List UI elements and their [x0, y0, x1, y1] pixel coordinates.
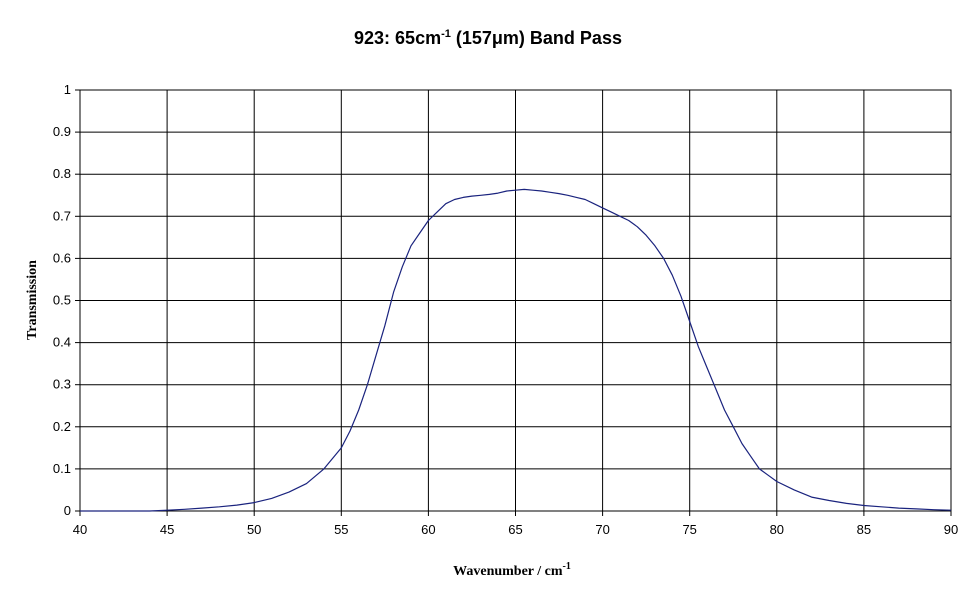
y-tick-label: 0.8	[53, 166, 71, 181]
x-tick-label: 80	[770, 522, 784, 537]
x-tick-label: 90	[944, 522, 958, 537]
chart-title-suffix: m) Band Pass	[503, 28, 622, 48]
y-axis-title: Transmission	[25, 260, 40, 340]
chart-title-mu: μ	[492, 28, 503, 48]
chart-title-sup: -1	[441, 28, 451, 40]
y-tick-label: 1	[64, 82, 71, 97]
y-tick-label: 0.9	[53, 124, 71, 139]
y-tick-label: 0.4	[53, 335, 71, 350]
x-tick-label: 55	[334, 522, 348, 537]
x-tick-label: 40	[73, 522, 87, 537]
y-tick-label: 0.2	[53, 419, 71, 434]
x-tick-label: 65	[508, 522, 522, 537]
chart-title: 923: 65cm-1 (157μm) Band Pass	[354, 28, 622, 48]
x-axis-title-text: Wavenumber / cm	[453, 564, 563, 579]
x-tick-label: 85	[857, 522, 871, 537]
x-tick-label: 50	[247, 522, 261, 537]
chart-title-middle: (157	[451, 28, 492, 48]
x-tick-label: 75	[682, 522, 696, 537]
plot-area-frame	[79, 89, 952, 512]
transmission-line	[80, 188, 952, 512]
x-tick-labels: 40 45 50 55 60 65 70 75 80 85 90	[73, 522, 958, 537]
x-axis-title-sup: -1	[563, 561, 571, 572]
x-axis-title: Wavenumber / cm-1	[453, 561, 571, 579]
y-tick-label: 0.3	[53, 377, 71, 392]
series-group	[80, 188, 952, 512]
y-tick-label: 0.1	[53, 461, 71, 476]
y-tick-labels: 0 0.1 0.2 0.3 0.4 0.5 0.6 0.7 0.8 0.9 1	[53, 82, 71, 518]
y-tick-label: 0.6	[53, 250, 71, 265]
x-tick-label: 45	[160, 522, 174, 537]
x-tick-label: 70	[595, 522, 609, 537]
grid-lines	[75, 89, 952, 516]
chart-title-prefix: 923: 65cm	[354, 28, 441, 48]
x-tick-label: 60	[421, 522, 435, 537]
y-tick-label: 0.7	[53, 208, 71, 223]
y-tick-label: 0	[64, 503, 71, 518]
y-tick-label: 0.5	[53, 293, 71, 308]
